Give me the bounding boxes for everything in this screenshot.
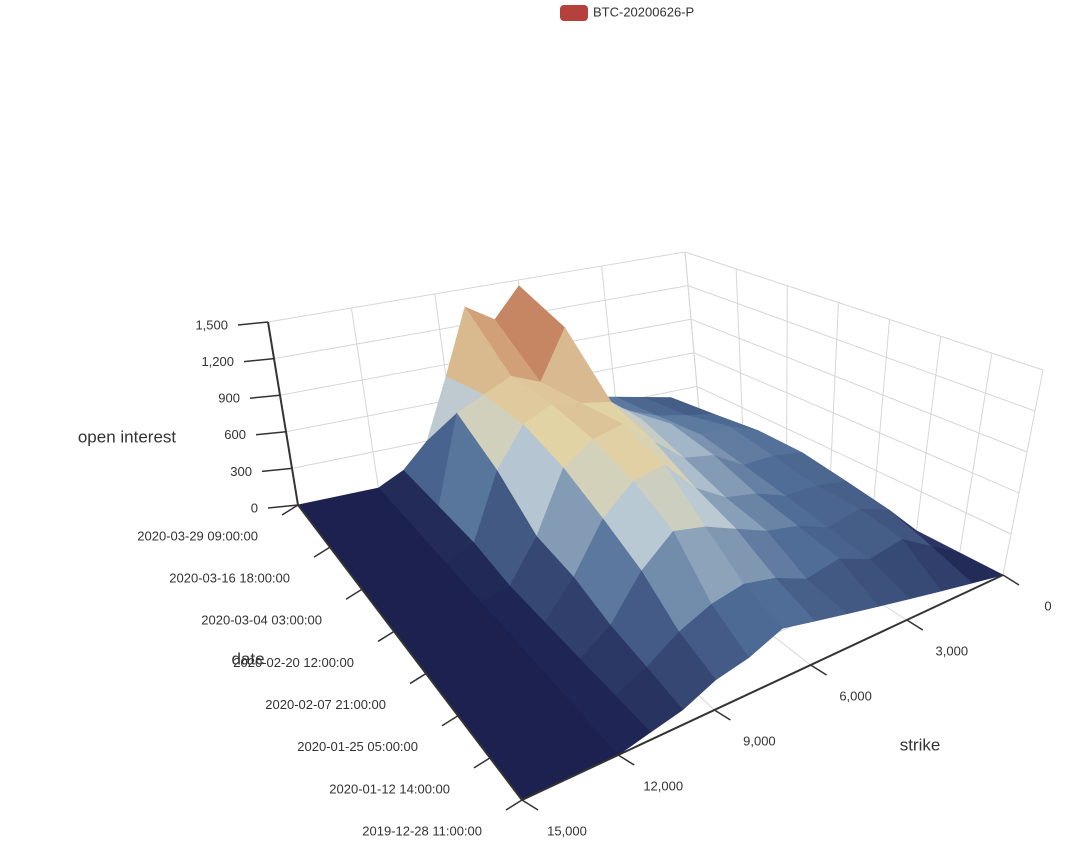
grid-line <box>684 251 1044 371</box>
z-tick <box>237 321 269 326</box>
x-tick <box>810 664 827 676</box>
z-axis <box>267 321 299 506</box>
grid-line <box>1002 369 1044 576</box>
z-tick <box>243 357 275 363</box>
y-tick-label: 2019-12-28 11:00:00 <box>362 823 482 838</box>
z-axis-title: open interest <box>78 427 177 446</box>
z-tick-label: 300 <box>230 464 252 479</box>
x-tick-label: 9,000 <box>743 733 776 748</box>
x-tick-label: 0 <box>1044 598 1051 613</box>
y-tick <box>313 546 331 558</box>
z-tick-label: 1,500 <box>195 317 228 332</box>
y-axis-title: date <box>231 649 264 668</box>
z-tick-label: 600 <box>224 427 246 442</box>
grid-line <box>687 285 1036 412</box>
y-tick <box>345 588 363 600</box>
x-tick-label: 15,000 <box>547 823 587 838</box>
z-tick <box>249 394 281 399</box>
y-tick-label: 2020-03-16 18:00:00 <box>169 571 290 586</box>
y-tick-label: 2020-01-25 05:00:00 <box>297 739 418 754</box>
y-tick-label: 2020-02-20 12:00:00 <box>233 655 354 670</box>
x-axis <box>521 574 1004 801</box>
y-axis <box>297 504 523 801</box>
z-tick-label: 1,200 <box>201 354 234 369</box>
grid-line <box>693 352 1020 494</box>
y-tick-label: 2020-01-12 14:00:00 <box>329 781 450 796</box>
z-tick <box>255 431 287 436</box>
grid-line <box>872 319 891 509</box>
x-tick <box>521 799 539 811</box>
z-tick <box>267 504 299 509</box>
y-tick-label: 2020-02-07 21:00:00 <box>265 697 386 712</box>
legend-label: BTC-20200626-P <box>593 4 694 19</box>
x-tick <box>906 619 924 631</box>
grid-line <box>735 268 744 443</box>
y-tick <box>441 715 459 727</box>
z-tick-label: 900 <box>218 391 240 406</box>
x-tick-label: 12,000 <box>643 778 683 793</box>
x-tick-label: 3,000 <box>936 643 969 658</box>
z-tick-label: 0 <box>251 500 258 515</box>
grid-line <box>915 336 942 531</box>
x-axis-title: strike <box>900 735 941 754</box>
legend-swatch <box>560 5 588 21</box>
grid-line <box>786 285 788 465</box>
grid-line <box>684 251 701 421</box>
x-tick <box>714 709 731 721</box>
grid-line <box>696 385 1012 535</box>
grid-line <box>959 353 993 553</box>
grid-line <box>267 251 686 323</box>
y-tick <box>281 504 299 516</box>
y-tick <box>473 757 491 769</box>
grid-line <box>829 302 839 487</box>
x-tick <box>617 754 635 766</box>
x-tick <box>1002 574 1020 586</box>
y-tick-label: 2020-03-29 09:00:00 <box>137 528 258 543</box>
grid-line <box>690 318 1028 453</box>
y-tick <box>409 672 427 685</box>
y-tick-label: 2020-03-04 03:00:00 <box>201 613 322 628</box>
y-tick <box>505 799 523 811</box>
grid-line <box>350 307 379 489</box>
x-tick-label: 6,000 <box>839 688 872 703</box>
y-tick <box>377 630 395 643</box>
z-tick <box>261 467 293 473</box>
